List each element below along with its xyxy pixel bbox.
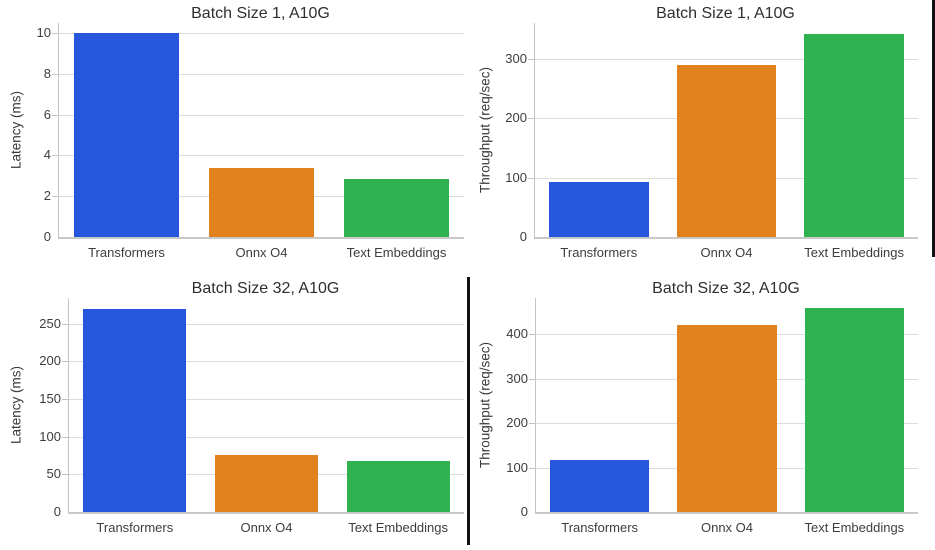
chart-batch1-latency: Batch Size 1, A10G Latency (ms) 0 2 4 6 8 10 T…	[0, 0, 467, 275]
y-tick-mark	[528, 177, 534, 179]
y-tick-mark	[52, 73, 58, 75]
chart-batch1-throughput: Batch Size 1, A10G Throughput (req/sec) …	[467, 0, 935, 275]
y-tick-label: 100	[506, 459, 528, 475]
y-tick-label: 50	[46, 466, 61, 482]
bar-onnx-o4	[677, 325, 777, 512]
y-tick-mark	[52, 196, 58, 198]
y-tick-label: 400	[506, 326, 528, 342]
x-tick-label: Transformers	[561, 520, 639, 535]
y-tick-mark	[529, 467, 535, 469]
bar-text-embeddings	[346, 460, 450, 512]
y-tick-label: 10	[36, 25, 51, 41]
gridline	[535, 59, 918, 61]
x-tick-label: Text Embeddings	[348, 520, 449, 535]
x-tick-label: Transformers	[560, 245, 638, 260]
chart-title: Batch Size 1, A10G	[191, 5, 330, 22]
bar-transformers	[73, 33, 180, 237]
gridline	[59, 155, 464, 157]
gridline	[69, 361, 464, 363]
chart-title: Batch Size 32, A10G	[191, 280, 340, 297]
gridline	[69, 436, 464, 438]
y-tick-mark	[529, 378, 535, 380]
y-tick-label: 200	[39, 353, 61, 369]
bar-onnx-o4	[215, 454, 318, 512]
bar-transformers	[549, 182, 649, 237]
bar-transformers	[83, 308, 187, 512]
y-tick-label: 100	[505, 169, 527, 185]
y-tick-label: 6	[43, 106, 51, 122]
y-tick-label: 0	[519, 229, 527, 244]
x-tick-label: Text Embeddings	[346, 245, 447, 260]
chart-batch32-throughput: Batch Size 32, A10G Throughput (req/sec)…	[467, 275, 935, 550]
x-tick-label: Text Embeddings	[804, 520, 905, 535]
gridline	[59, 73, 464, 75]
plot-area: 0 2 4 6 8 10 Transformers Onnx O4 Text Embedding…	[37, 23, 464, 260]
y-tick-mark	[52, 114, 58, 116]
y-tick-mark	[62, 474, 68, 476]
x-tick-label: Transformers	[96, 520, 174, 535]
bar-onnx-o4	[676, 65, 777, 237]
gridline	[59, 33, 464, 35]
y-tick-mark	[52, 155, 58, 157]
y-tick-mark	[529, 423, 535, 425]
y-tick-label: 200	[506, 415, 528, 431]
gridline	[59, 114, 464, 116]
y-tick-label: 300	[505, 51, 527, 67]
bar-text-embeddings	[804, 308, 904, 512]
y-tick-mark	[62, 323, 68, 325]
y-tick-mark	[62, 398, 68, 400]
x-tick-label: Onnx O4	[700, 245, 753, 260]
y-tick-label: 0	[43, 229, 51, 244]
x-tick-label: Onnx O4	[700, 520, 754, 535]
y-tick-label: 8	[43, 65, 51, 81]
plot-area: 0 100 200 300 400 Transformers Onnx O4 Text Emb…	[506, 298, 918, 535]
gridline	[69, 398, 464, 400]
bar-transformers	[550, 459, 650, 512]
y-tick-mark	[529, 334, 535, 336]
x-tick-label: Text Embeddings	[804, 245, 905, 260]
y-tick-label: 150	[39, 390, 61, 406]
gridline	[69, 323, 464, 325]
screenshot-border-right	[932, 0, 935, 257]
y-tick-label: 100	[39, 428, 61, 444]
y-tick-mark	[52, 33, 58, 35]
x-tick-label: Onnx O4	[235, 245, 288, 260]
y-tick-label: 4	[43, 147, 51, 163]
chart-divider-vertical	[467, 277, 470, 545]
bar-onnx-o4	[208, 167, 315, 237]
y-tick-mark	[62, 361, 68, 363]
y-tick-mark	[528, 118, 534, 120]
bar-text-embeddings	[804, 33, 904, 237]
chart-title: Batch Size 1, A10G	[656, 5, 795, 22]
bar-text-embeddings	[343, 178, 450, 237]
plot-area: 0 100 200 300 Transformers Onnx O4 Text Embedd…	[505, 23, 918, 260]
x-tick-label: Onnx O4	[240, 520, 293, 535]
y-tick-mark	[62, 436, 68, 438]
y-tick-label: 0	[53, 504, 61, 519]
y-tick-label: 0	[520, 504, 528, 519]
y-tick-mark	[528, 59, 534, 61]
y-tick-label: 2	[43, 188, 51, 204]
y-tick-label: 300	[506, 370, 528, 386]
chart-title: Batch Size 32, A10G	[652, 280, 800, 297]
chart-batch32-latency: Batch Size 32, A10G Latency (ms) 0 50 100 1…	[0, 275, 467, 550]
y-tick-label: 250	[39, 315, 61, 331]
x-tick-label: Transformers	[88, 245, 165, 260]
y-tick-label: 200	[505, 110, 527, 126]
y-axis-label: Throughput (req/sec)	[477, 341, 493, 469]
plot-area: 0 50 100 150 200 250 Transformers Onnx O4 Text E…	[39, 298, 464, 535]
